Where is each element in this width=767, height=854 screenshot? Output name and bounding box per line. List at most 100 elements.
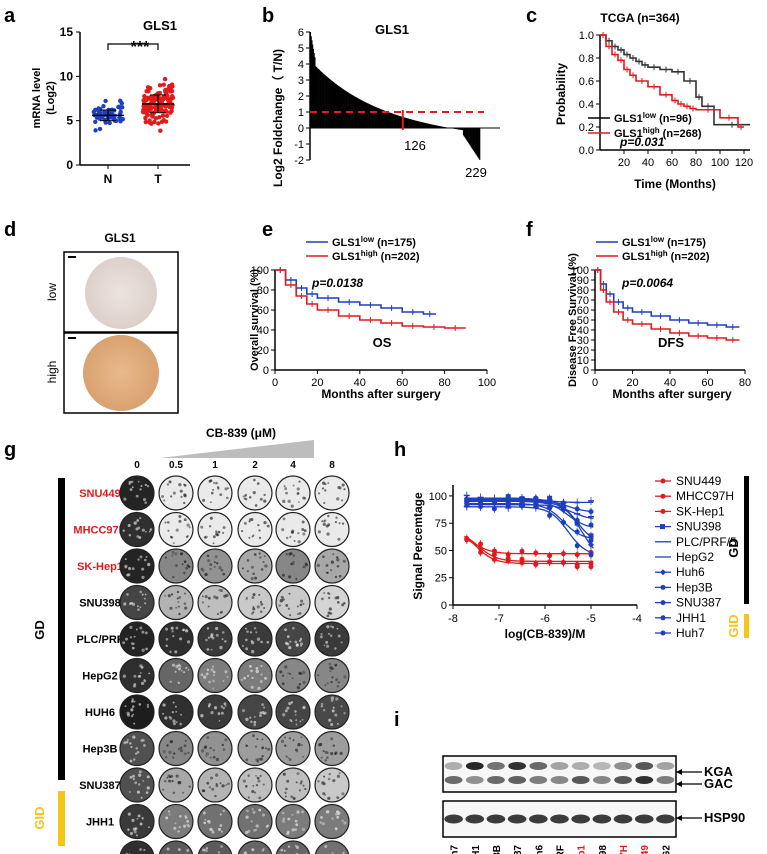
bar: [341, 88, 343, 128]
panel-e-xlabel: Months after surgery: [321, 387, 441, 401]
speckle: [301, 827, 306, 832]
bar: [310, 32, 312, 128]
panel-f-pvalue: p=0.0064: [621, 276, 673, 290]
speckle: [284, 628, 287, 632]
speckle: [225, 496, 229, 500]
speckle: [135, 494, 139, 498]
bar: [419, 121, 421, 128]
speckle: [179, 722, 182, 726]
speckle: [319, 635, 323, 639]
speckle: [243, 676, 247, 680]
bar: [456, 128, 458, 130]
speckle: [146, 705, 150, 708]
speckle: [132, 735, 136, 739]
speckle: [132, 827, 137, 831]
speckle: [135, 628, 138, 631]
bar: [327, 77, 329, 128]
speckle: [336, 558, 340, 562]
speckle: [245, 647, 249, 651]
speckle: [295, 719, 298, 722]
speckle: [213, 561, 216, 564]
speckle: [219, 813, 222, 816]
speckle: [250, 577, 254, 581]
speckle: [283, 485, 286, 488]
speckle: [183, 671, 186, 674]
speckle: [336, 497, 340, 501]
bar: [362, 101, 364, 128]
speckle: [248, 496, 252, 499]
speckle: [332, 778, 336, 783]
speckle: [334, 663, 338, 667]
speckle: [183, 484, 187, 487]
bar: [390, 113, 392, 128]
bar: [423, 122, 425, 128]
speckle: [161, 495, 164, 498]
speckle: [322, 555, 325, 559]
speckle: [266, 640, 270, 644]
dose-label: 8: [329, 460, 335, 471]
speckle: [177, 848, 181, 852]
speckle: [288, 737, 292, 740]
legend-marker: [660, 630, 666, 636]
speckle: [180, 713, 183, 716]
speckle: [137, 608, 140, 611]
svg-text:mRNA level: mRNA level: [31, 68, 43, 129]
speckle: [206, 736, 210, 739]
speckle: [296, 612, 300, 616]
speckle: [343, 488, 346, 491]
y-tick-label: 70: [577, 295, 589, 307]
speckle: [178, 514, 182, 518]
speckle: [260, 640, 263, 644]
speckle: [253, 829, 256, 832]
speckle: [294, 819, 298, 823]
speckle: [288, 702, 292, 706]
speckle: [164, 521, 167, 524]
speckle: [263, 706, 266, 709]
speckle: [139, 590, 143, 594]
speckle: [174, 670, 177, 673]
speckle: [332, 553, 335, 556]
speckle: [317, 674, 320, 677]
speckle: [167, 810, 171, 813]
speckle: [163, 779, 167, 783]
x-tick-label: 80: [739, 377, 751, 389]
bar: [357, 98, 359, 128]
well: [275, 694, 311, 730]
data-point: [147, 118, 152, 123]
speckle: [287, 499, 291, 503]
speckle: [205, 849, 208, 852]
speckle: [205, 672, 209, 676]
bar: [369, 104, 371, 128]
speckle: [126, 711, 130, 715]
speckle: [215, 784, 219, 788]
speckle: [248, 536, 251, 539]
speckle: [172, 701, 175, 704]
speckle: [292, 560, 295, 564]
speckle: [329, 666, 333, 670]
bar: [393, 113, 395, 128]
speckle: [177, 830, 180, 833]
x-tick-label: 80: [690, 157, 702, 169]
speckle: [245, 815, 249, 819]
speckle: [336, 627, 339, 630]
speckle: [217, 530, 221, 534]
speckle: [336, 601, 340, 604]
y-tick-label: 60: [577, 305, 589, 317]
speckle: [255, 783, 259, 787]
bar: [346, 91, 348, 128]
speckle: [259, 600, 263, 604]
bar: [463, 128, 465, 137]
band-label: HSP90: [704, 810, 745, 825]
speckle: [212, 687, 215, 690]
y-tick-label: 60: [257, 305, 269, 317]
speckle: [175, 721, 178, 724]
data-point: [143, 119, 149, 125]
speckle: [253, 478, 256, 482]
speckle: [129, 488, 133, 491]
speckle: [143, 679, 147, 683]
speckle: [129, 831, 133, 836]
speckle: [139, 606, 142, 609]
speckle: [204, 818, 207, 821]
speckle: [290, 504, 294, 508]
speckle: [321, 822, 325, 826]
